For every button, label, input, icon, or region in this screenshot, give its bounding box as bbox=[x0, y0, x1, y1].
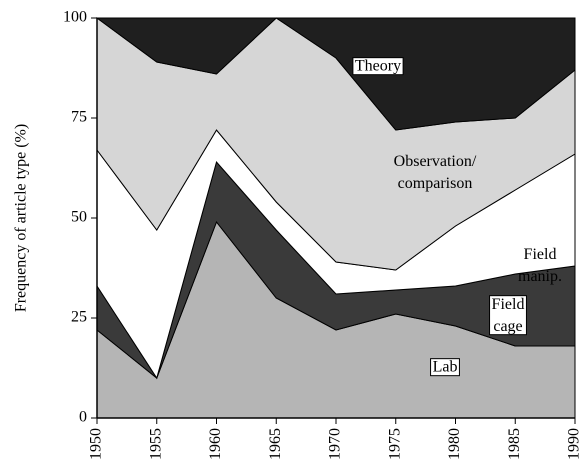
y-tick-label: 0 bbox=[79, 409, 87, 426]
x-tick-label: 1985 bbox=[506, 428, 523, 460]
series-label: Field cage bbox=[492, 296, 525, 335]
series-label: Theory bbox=[355, 58, 401, 75]
y-tick-label: 50 bbox=[71, 209, 87, 226]
x-tick-label: 1955 bbox=[147, 428, 164, 460]
series-label-line: Field bbox=[492, 296, 525, 313]
y-tick-label: 100 bbox=[63, 9, 87, 26]
x-tick-label: 1950 bbox=[88, 428, 105, 460]
x-tick-label: 1960 bbox=[207, 428, 224, 460]
series-label: Observation/comparison bbox=[394, 153, 477, 192]
series-label-line: comparison bbox=[398, 175, 473, 192]
series-label-line: cage bbox=[493, 318, 522, 335]
series-label: Field manip. bbox=[518, 246, 562, 285]
x-tick-label: 1970 bbox=[327, 428, 344, 460]
label-box bbox=[430, 358, 460, 377]
series-label-line: Observation/ bbox=[394, 153, 477, 170]
label-box bbox=[489, 295, 527, 336]
y-tick-label: 25 bbox=[71, 309, 87, 326]
series-label: Lab bbox=[433, 359, 458, 376]
y-tick-label: 75 bbox=[71, 109, 87, 126]
label-box bbox=[352, 57, 404, 76]
x-tick-label: 1965 bbox=[267, 428, 284, 460]
x-tick-label: 1990 bbox=[566, 428, 583, 460]
series-label-line: manip. bbox=[518, 268, 562, 285]
x-tick-label: 1975 bbox=[386, 428, 403, 460]
area bbox=[95, 17, 576, 131]
series-label-line: Field bbox=[524, 246, 557, 263]
x-tick-label: 1980 bbox=[446, 428, 463, 460]
y-axis-label: Frequency of article type (%) bbox=[13, 124, 30, 312]
